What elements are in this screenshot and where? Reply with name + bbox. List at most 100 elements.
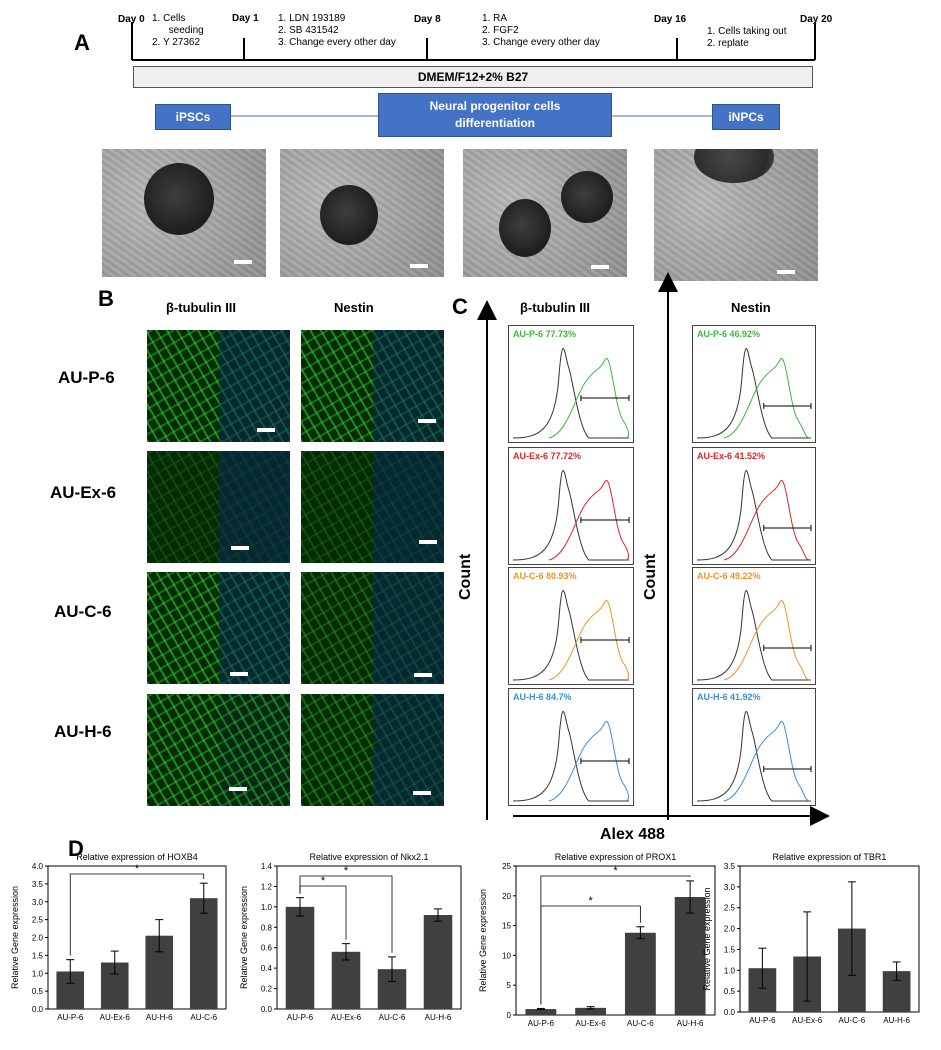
y-tick-label: 0.0 [261, 1005, 273, 1014]
brightfield-day8 [280, 149, 444, 277]
chart-title: Relative expression of HOXB4 [76, 852, 198, 862]
control-histogram-curve [696, 470, 811, 561]
y-tick-label: 0 [507, 1011, 512, 1020]
stage-connector [230, 115, 712, 117]
row-label-au-p-6: AU-P-6 [58, 368, 115, 387]
step-group-3: 1. RA 2. FGF2 3. Change every other day [482, 13, 600, 49]
significance-star: * [321, 875, 326, 887]
y-tick-label: 1.2 [261, 882, 273, 891]
stage-ipscs: iPSCs [155, 104, 231, 130]
sample-histogram-curve [723, 720, 810, 802]
x-tick-label: AU-H-6 [677, 1019, 704, 1028]
control-histogram-curve [512, 470, 629, 561]
day-20-label: Day 20 [800, 14, 833, 25]
bar [285, 906, 315, 1009]
control-histogram-curve [696, 711, 811, 802]
y-axis-label: Relative Gene expression [702, 887, 712, 990]
stage-npc-differentiation: Neural progenitor cells differentiation [378, 93, 612, 137]
y-tick-label: 1.4 [261, 862, 273, 871]
culture-medium-bar: DMEM/F12+2% B27 [133, 66, 813, 88]
y-tick-label: 20 [502, 892, 511, 901]
sample-histogram-curve [723, 599, 810, 681]
y-tick-label: 3.5 [724, 862, 736, 871]
y-tick-label: 2.5 [724, 904, 736, 913]
bar [575, 1007, 607, 1015]
significance-star: * [613, 865, 618, 877]
immuno-image-tubulin-au-h-6 [147, 694, 290, 806]
day-8-label: Day 8 [414, 14, 441, 25]
flow-histogram: AU-Ex-6 41.52% [692, 447, 816, 565]
flow-histogram-label: AU-C-6 49.22% [697, 571, 761, 581]
bar [674, 896, 706, 1015]
row-label-au-c-6: AU-C-6 [54, 602, 112, 621]
step-text: 3. Change every other day [482, 37, 600, 48]
day-16-label: Day 16 [654, 14, 687, 25]
y-tick-label: 0.2 [261, 985, 273, 994]
y-tick-label: 1.0 [32, 969, 44, 978]
y-tick-label: 15 [502, 922, 511, 931]
step-text: 1. LDN 193189 [278, 13, 346, 24]
brightfield-day1 [102, 149, 266, 277]
immuno-image-nestin-au-ex-6 [301, 451, 444, 563]
x-tick-label: AU-Ex-6 [576, 1019, 607, 1028]
y-tick-label: 1.5 [724, 945, 736, 954]
x-tick-label: AU-H-6 [883, 1016, 910, 1025]
x-tick-label: AU-C-6 [627, 1019, 654, 1028]
flow-histogram: AU-H-6 41.92% [692, 688, 816, 806]
flow-histogram: AU-Ex-6 77.72% [508, 447, 634, 565]
immuno-image-nestin-au-h-6 [301, 694, 444, 806]
step-text: 1. Cells taking out [707, 26, 787, 37]
y-tick-label: 2.0 [724, 925, 736, 934]
x-tick-label: AU-P-6 [287, 1013, 314, 1022]
column-label-nestin: Nestin [334, 300, 374, 315]
y-tick-label: 1.0 [724, 966, 736, 975]
y-tick-label: 0.0 [724, 1008, 736, 1017]
y-tick-label: 10 [502, 951, 511, 960]
y-tick-label: 4.0 [32, 862, 44, 871]
control-histogram-curve [696, 590, 811, 681]
stage-inpcs: iNPCs [712, 104, 780, 130]
x-tick-label: AU-P-6 [528, 1019, 555, 1028]
chart-frame [739, 865, 920, 1013]
chart-title: Relative expression of TBR1 [773, 852, 887, 862]
y-tick-label: 1.5 [32, 951, 44, 960]
y-axis-label: Relative Gene expression [239, 886, 249, 989]
y-tick-label: 0.8 [261, 923, 273, 932]
flow-column-tubulin: β-tubulin III [520, 300, 591, 315]
y-tick-label: 0.6 [261, 944, 273, 953]
day-1-label: Day 1 [232, 13, 259, 24]
chart-title: Relative expression of Nkx2.1 [309, 852, 428, 862]
step-text: 2. replate [707, 38, 749, 49]
row-label-au-ex-6: AU-Ex-6 [50, 483, 117, 502]
significance-bracket [69, 873, 205, 956]
sample-histogram-curve [548, 599, 630, 681]
step-text: 1. RA [482, 13, 508, 24]
step-text: 3. Change every other day [278, 37, 396, 48]
y-axis-label: Relative Gene expression [10, 886, 20, 989]
x-tick-label: AU-Ex-6 [331, 1013, 362, 1022]
y-tick-label: 1.0 [261, 903, 273, 912]
sample-histogram-curve [723, 479, 810, 561]
step-text: 2. SB 431542 [278, 25, 339, 36]
y-tick-label: 3.5 [32, 880, 44, 889]
step-group-4: 1. Cells taking out 2. replate [707, 26, 787, 50]
row-label-au-h-6: AU-H-6 [54, 722, 112, 741]
x-tick-label: AU-C-6 [379, 1013, 406, 1022]
flow-column-nestin: Nestin [731, 300, 771, 315]
bar [624, 932, 656, 1015]
x-tick-label: AU-C-6 [190, 1013, 217, 1022]
brightfield-day20 [654, 149, 818, 281]
x-tick-label: AU-P-6 [57, 1013, 84, 1022]
immuno-image-tubulin-au-p-6 [147, 330, 290, 442]
flow-histogram-label: AU-P-6 46.92% [697, 329, 761, 339]
y-axis-label: Relative Gene expression [478, 889, 488, 992]
panel-label-c: C [452, 294, 468, 319]
y-tick-label: 2.5 [32, 916, 44, 925]
bar [331, 951, 361, 1009]
flow-histogram: AU-P-6 77.73% [508, 325, 634, 443]
stage-text: Neural progenitor cells [429, 99, 561, 113]
control-histogram-curve [512, 348, 629, 439]
step-text: 2. Y 27362 [152, 37, 201, 48]
significance-bracket [540, 875, 691, 1005]
